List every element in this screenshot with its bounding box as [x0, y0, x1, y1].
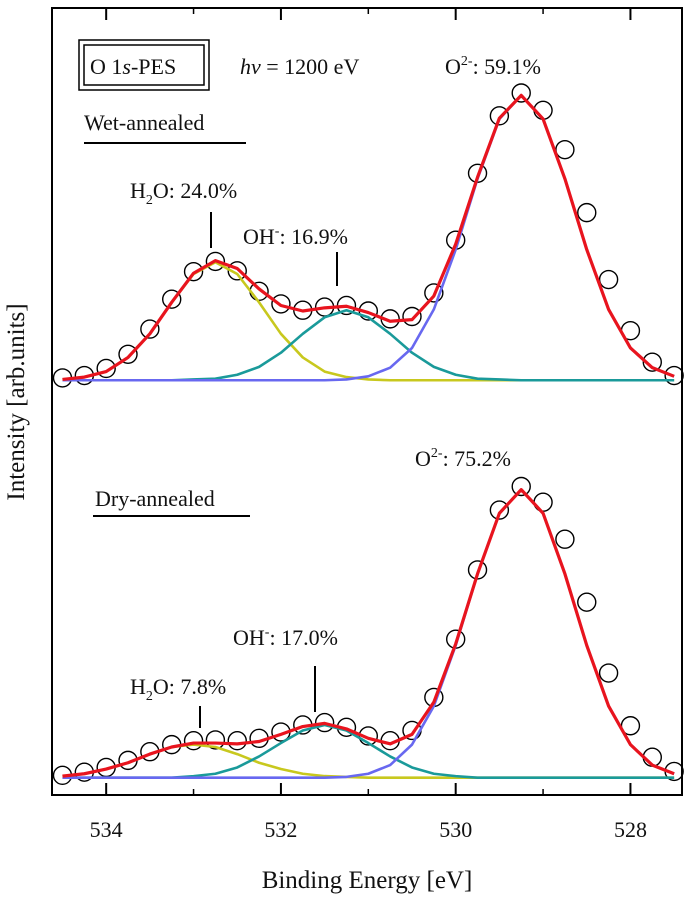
data-point [183, 730, 204, 751]
x-tick-label: 534 [90, 817, 123, 842]
plot-frame [51, 7, 683, 796]
annotation-part: 2 [146, 193, 153, 208]
annotation: O2-: 59.1% [445, 54, 541, 79]
annotation: O2-: 75.2% [415, 446, 511, 471]
data-point [642, 352, 662, 372]
data-point [271, 294, 291, 314]
data-point [183, 261, 204, 282]
x-tick-label: 532 [264, 817, 297, 842]
data-point [402, 306, 422, 327]
annotation-part: 2- [461, 54, 473, 69]
data-point [96, 358, 116, 379]
data-point [555, 529, 575, 549]
annotation: Wet-annealed [84, 110, 204, 135]
data-point [664, 365, 684, 386]
annotation-part: : 59.1% [473, 54, 541, 79]
data-point [227, 261, 247, 281]
data-point [555, 139, 575, 160]
line-series [62, 93, 675, 382]
annotation-part: O 1 [90, 54, 122, 79]
annotation-part: H [130, 178, 146, 203]
annotation-part: 2- [431, 446, 443, 461]
annotation-part: OH [243, 224, 275, 249]
data-point [118, 344, 138, 364]
annotation: H2O: 7.8% [130, 674, 226, 704]
annotation: H2O: 24.0% [130, 178, 237, 208]
annotation: OH-: 17.0% [233, 625, 338, 650]
x-tick-label: 528 [614, 817, 647, 842]
annotation-part: Wet-annealed [84, 110, 204, 135]
annotation: hν = 1200 eV [240, 54, 359, 79]
data-point [489, 500, 510, 520]
annotation-part: s [122, 54, 131, 79]
x-tick-label: 530 [439, 817, 472, 842]
y-axis-label: Intensity [arb.units] [3, 303, 30, 500]
data-point [205, 730, 226, 750]
data-point [511, 83, 531, 103]
annotation-part: O: 24.0% [153, 178, 237, 203]
annotation-part: 2 [146, 689, 153, 704]
annotation-part: - [275, 224, 280, 239]
annotation-part: OH [233, 625, 265, 650]
annotation: Dry-annealed [95, 486, 215, 511]
annotation-part: - [265, 625, 270, 640]
x-axis-label: Binding Energy [eV] [262, 867, 473, 894]
line-series [62, 488, 675, 778]
data-point [598, 269, 619, 290]
annotation-part: O [445, 54, 461, 79]
annotation-part: : 75.2% [443, 446, 511, 471]
annotation-part: H [130, 674, 146, 699]
label-box-inner [83, 44, 205, 86]
data-point [227, 730, 247, 751]
data-point [205, 251, 226, 272]
data-point [577, 592, 597, 612]
annotation-part: hν [240, 54, 261, 79]
data-point [314, 712, 335, 733]
data-point [424, 283, 444, 303]
annotation-part: : 16.9% [279, 224, 347, 249]
annotation-part: = 1200 eV [261, 54, 360, 79]
annotation-part: O: 7.8% [153, 674, 226, 699]
annotation-part: Dry-annealed [95, 486, 215, 511]
data-point [489, 106, 510, 126]
label-box-outer [78, 39, 210, 91]
data-point [598, 663, 619, 683]
annotation-part: : 17.0% [269, 625, 337, 650]
annotation-part: -PES [131, 54, 176, 79]
data-point [140, 319, 160, 339]
annotation-part: O [415, 446, 431, 471]
data-point [577, 202, 597, 223]
annotation: O 1s-PES [90, 54, 176, 79]
data-point [162, 289, 182, 309]
data-point [511, 476, 531, 497]
annotation: OH-: 16.9% [243, 224, 348, 249]
